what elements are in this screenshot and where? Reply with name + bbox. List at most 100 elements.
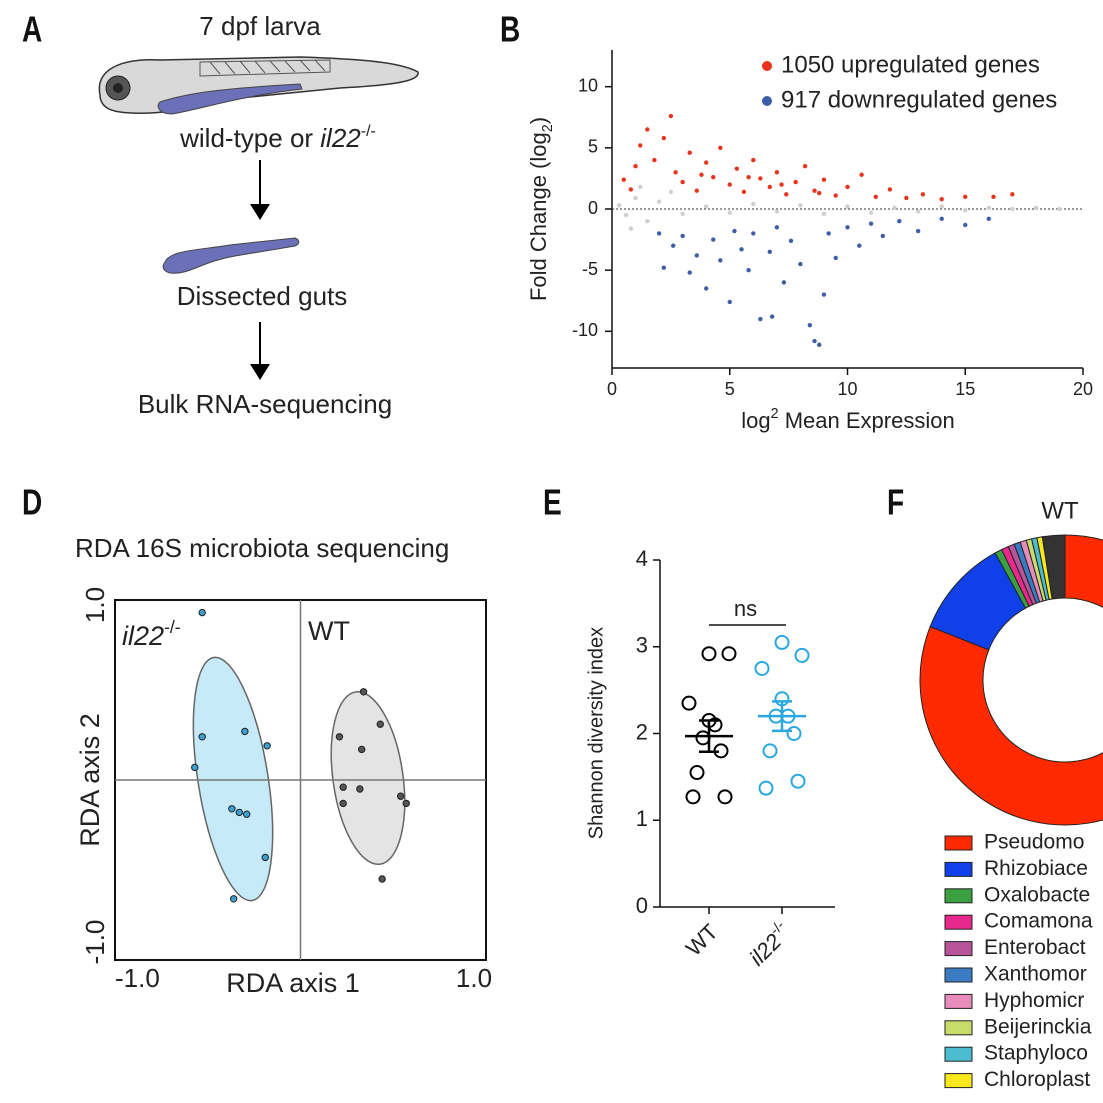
x-axis-label: RDA axis 1 bbox=[226, 968, 360, 998]
legend-label: Enterobact bbox=[984, 936, 1086, 959]
data-point bbox=[616, 203, 622, 208]
chart-title: RDA 16S microbiota sequencing bbox=[75, 533, 449, 563]
x-tick-label: 15 bbox=[955, 379, 975, 399]
data-point bbox=[628, 226, 634, 231]
data-point bbox=[241, 727, 249, 736]
text: log bbox=[741, 408, 770, 433]
data-point bbox=[717, 789, 733, 805]
data-point bbox=[621, 177, 626, 182]
data-point bbox=[793, 179, 798, 185]
data-point bbox=[754, 660, 770, 676]
data-point bbox=[868, 221, 874, 226]
data-point bbox=[939, 197, 944, 202]
data-point bbox=[845, 204, 850, 209]
data-point bbox=[638, 184, 643, 190]
step-label: Dissected guts bbox=[177, 281, 348, 311]
legend-swatch bbox=[944, 1073, 973, 1089]
group-ellipse bbox=[330, 690, 406, 866]
significance-label: ns bbox=[734, 596, 757, 621]
data-point bbox=[741, 189, 747, 195]
data-point bbox=[685, 789, 701, 805]
data-point bbox=[812, 188, 817, 193]
data-point bbox=[833, 255, 838, 261]
data-point bbox=[939, 204, 944, 209]
data-point bbox=[821, 292, 827, 297]
data-point bbox=[798, 261, 803, 267]
data-point bbox=[356, 785, 364, 793]
data-point bbox=[915, 228, 921, 234]
legend-swatch bbox=[944, 861, 973, 877]
data-point bbox=[633, 163, 638, 169]
legend-swatch bbox=[944, 941, 973, 957]
text: 2 bbox=[771, 406, 779, 422]
data-point bbox=[802, 163, 808, 169]
data-point bbox=[892, 205, 897, 210]
data-point bbox=[339, 799, 347, 808]
data-point bbox=[261, 853, 269, 862]
data-point bbox=[718, 145, 723, 151]
text: Fold Change (log bbox=[526, 132, 551, 301]
legend-marker bbox=[762, 96, 772, 106]
y-tick-label: 1 bbox=[636, 806, 648, 831]
donut-slice bbox=[1041, 534, 1066, 600]
y-tick-label: -10 bbox=[572, 320, 598, 340]
group-label: WT bbox=[308, 616, 350, 646]
y-axis-label: RDA axis 2 bbox=[75, 713, 105, 847]
data-point bbox=[920, 192, 926, 197]
y-tick-label: -1.0 bbox=[80, 920, 110, 965]
data-point bbox=[230, 895, 238, 903]
data-point bbox=[263, 742, 271, 750]
data-point bbox=[817, 342, 822, 347]
data-point bbox=[812, 338, 817, 344]
x-tick-label: WT bbox=[681, 919, 723, 961]
data-point bbox=[718, 258, 723, 263]
text: 2 bbox=[540, 124, 556, 132]
donut-slice bbox=[919, 534, 1103, 826]
y-tick-label: 0 bbox=[588, 198, 598, 218]
panel-label: F bbox=[887, 482, 904, 522]
data-point bbox=[833, 193, 838, 198]
data-point bbox=[781, 280, 787, 285]
data-point bbox=[711, 237, 716, 242]
legend-label: 1050 upregulated genes bbox=[781, 51, 1040, 78]
diagram-title: 7 dpf larva bbox=[199, 11, 321, 41]
data-point bbox=[739, 247, 744, 252]
y-tick-label: 3 bbox=[636, 633, 648, 658]
data-point bbox=[358, 745, 366, 754]
data-point bbox=[359, 688, 368, 696]
legend-label: Oxalobacte bbox=[984, 883, 1090, 906]
legend-label: Pseudomo bbox=[984, 831, 1084, 854]
data-point bbox=[633, 195, 638, 201]
data-point bbox=[704, 286, 709, 291]
panel-label: E bbox=[543, 482, 562, 522]
data-point bbox=[857, 243, 862, 248]
legend-label: Beijerinckia bbox=[984, 1015, 1092, 1038]
panel-label: D bbox=[22, 482, 42, 522]
data-point bbox=[915, 209, 921, 214]
data-point bbox=[652, 157, 657, 163]
group-ellipse bbox=[192, 656, 274, 902]
data-point bbox=[845, 184, 850, 190]
data-point bbox=[687, 150, 692, 155]
legend-swatch bbox=[944, 1020, 973, 1036]
data-point bbox=[774, 225, 780, 230]
data-point bbox=[638, 143, 643, 148]
text: Mean Expression bbox=[779, 408, 955, 433]
data-point bbox=[746, 175, 751, 180]
y-axis-label: Fold Change (log2) bbox=[526, 117, 556, 301]
x-tick-label: 5 bbox=[725, 379, 735, 399]
x-tick-label: il22-/- bbox=[743, 917, 796, 970]
data-point bbox=[704, 160, 709, 165]
arrow bbox=[250, 322, 270, 380]
legend-swatch bbox=[944, 888, 973, 904]
data-point bbox=[668, 189, 674, 195]
y-tick-label: 5 bbox=[588, 137, 598, 157]
data-point bbox=[887, 187, 893, 192]
legend-swatch bbox=[944, 914, 973, 930]
data-point bbox=[671, 243, 676, 248]
legend-label: 917 downregulated genes bbox=[781, 86, 1057, 113]
data-point bbox=[897, 219, 902, 224]
y-axis-label: Shannon diversity index bbox=[585, 627, 607, 839]
data-point bbox=[762, 743, 778, 759]
data-point bbox=[661, 265, 667, 270]
